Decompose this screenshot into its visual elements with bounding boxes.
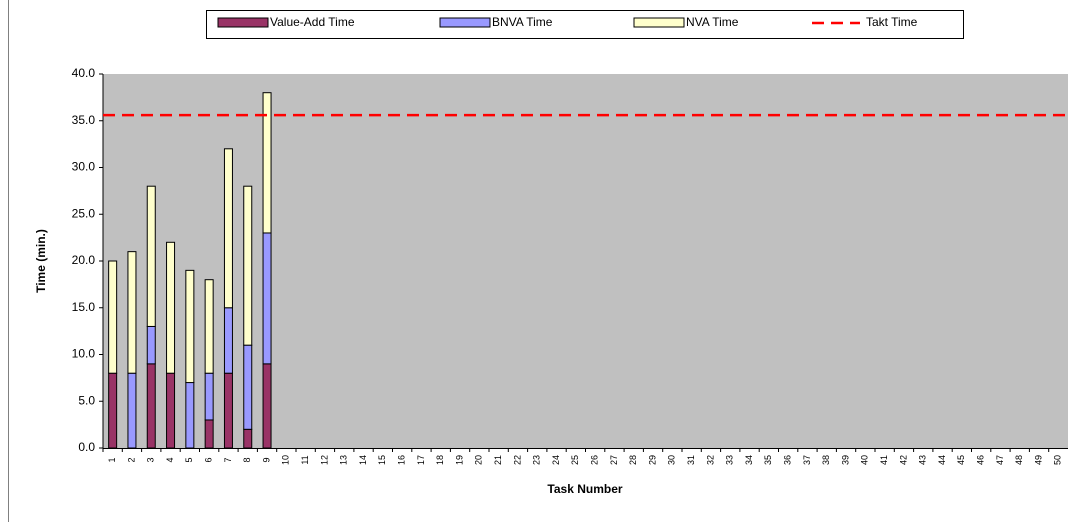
- bar-segment: [108, 260, 118, 374]
- x-tick-label: 30: [667, 455, 677, 465]
- x-tick-label: 43: [918, 455, 928, 465]
- x-tick-label: 23: [532, 455, 542, 465]
- bar-segment: [146, 185, 156, 327]
- bar-segment: [185, 269, 195, 384]
- x-tick-label: 36: [783, 455, 793, 465]
- bar-segment: [127, 251, 137, 374]
- bar-segment: [243, 185, 253, 346]
- x-tick-label: 42: [898, 455, 908, 465]
- bar-segment: [166, 241, 176, 374]
- legend-swatch: [633, 17, 685, 28]
- x-tick-label: 10: [281, 455, 291, 465]
- x-tick-label: 5: [184, 457, 194, 462]
- x-tick-label: 17: [416, 455, 426, 465]
- bar-segment: [204, 419, 214, 449]
- legend-label: Takt Time: [866, 15, 918, 29]
- x-tick-label: 25: [570, 455, 580, 465]
- bar-segment: [223, 372, 233, 449]
- y-tick-label: 30.0: [72, 160, 96, 174]
- y-tick-label: 15.0: [72, 300, 96, 314]
- x-tick-label: 11: [300, 455, 310, 464]
- x-tick-label: 19: [454, 455, 464, 465]
- x-tick-label: 14: [358, 455, 368, 465]
- bar-segment: [243, 428, 253, 449]
- x-tick-label: 13: [339, 455, 349, 465]
- x-tick-label: 38: [821, 455, 831, 465]
- x-tick-label: 20: [474, 455, 484, 465]
- legend-swatch: [439, 17, 491, 28]
- x-tick-label: 39: [840, 455, 850, 465]
- bar-segment: [243, 344, 253, 430]
- bar-segment: [146, 325, 156, 365]
- x-tick-label: 49: [1033, 455, 1043, 465]
- bar-segment: [146, 363, 156, 449]
- y-tick-label: 5.0: [78, 393, 95, 407]
- x-tick-label: 34: [744, 455, 754, 465]
- x-tick-label: 21: [493, 455, 503, 465]
- x-tick-label: 12: [319, 455, 329, 465]
- x-tick-label: 7: [223, 457, 233, 462]
- bar-segment: [204, 372, 214, 421]
- y-tick-label: 20.0: [72, 253, 96, 267]
- x-tick-label: 15: [377, 455, 387, 465]
- x-tick-label: 44: [937, 455, 947, 465]
- x-axis-title: Task Number: [547, 482, 622, 496]
- x-tick-label: 1: [107, 457, 117, 462]
- legend-label: Value-Add Time: [270, 15, 355, 29]
- bar-segment: [204, 279, 214, 374]
- legend: [206, 10, 964, 39]
- x-tick-label: 26: [590, 455, 600, 465]
- bar-segment: [127, 372, 137, 449]
- x-tick-label: 37: [802, 455, 812, 465]
- x-tick-label: 29: [647, 455, 657, 465]
- x-tick-label: 40: [860, 455, 870, 465]
- bar-segment: [262, 363, 272, 449]
- bar-segment: [223, 307, 233, 374]
- x-tick-label: 4: [165, 457, 175, 462]
- x-tick-label: 50: [1053, 455, 1063, 465]
- x-tick-label: 24: [551, 455, 561, 465]
- x-tick-label: 9: [261, 457, 271, 462]
- bar-segment: [166, 372, 176, 449]
- x-tick-label: 27: [609, 455, 619, 465]
- bar-segment: [262, 92, 272, 234]
- x-tick-label: 8: [242, 457, 252, 462]
- x-tick-label: 45: [956, 455, 966, 465]
- y-tick-label: 25.0: [72, 206, 96, 220]
- bar-segment: [223, 148, 233, 309]
- y-tick-label: 35.0: [72, 113, 96, 127]
- bar-segment: [185, 382, 195, 449]
- legend-swatch: [217, 17, 269, 28]
- y-tick-label: 0.0: [78, 440, 95, 454]
- x-tick-label: 35: [763, 455, 773, 465]
- x-tick-label: 16: [397, 455, 407, 465]
- x-tick-label: 2: [126, 457, 136, 462]
- y-tick-label: 40.0: [72, 66, 96, 80]
- x-tick-label: 46: [976, 455, 986, 465]
- x-tick-label: 6: [204, 457, 214, 462]
- x-tick-label: 28: [628, 455, 638, 465]
- x-tick-label: 33: [725, 455, 735, 465]
- legend-label: NVA Time: [686, 15, 739, 29]
- x-tick-label: 18: [435, 455, 445, 465]
- x-tick-label: 32: [705, 455, 715, 465]
- x-tick-label: 3: [146, 457, 156, 462]
- x-tick-label: 31: [686, 455, 696, 465]
- legend-label: BNVA Time: [492, 15, 553, 29]
- x-tick-label: 22: [512, 455, 522, 465]
- bar-segment: [108, 372, 118, 449]
- y-tick-label: 10.0: [72, 347, 96, 361]
- x-tick-label: 41: [879, 455, 889, 465]
- x-tick-label: 48: [1014, 455, 1024, 465]
- y-axis-title: Time (min.): [34, 229, 48, 293]
- x-tick-label: 47: [995, 455, 1005, 465]
- bar-segment: [262, 232, 272, 365]
